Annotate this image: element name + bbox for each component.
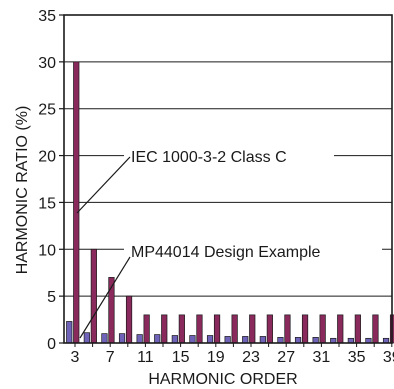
bar-design-example (312, 337, 319, 344)
y-tick-label: 35 (38, 8, 56, 25)
bar-design-example (224, 336, 231, 344)
anno-bg-iec (124, 145, 334, 167)
bar-design-example (136, 334, 143, 344)
y-tick-label: 20 (38, 149, 56, 166)
anno-label-iec: IEC 1000-3-2 Class C (131, 149, 287, 166)
x-tick-label: 15 (172, 349, 190, 366)
y-axis-title: HARMONIC RATIO (%) (14, 106, 31, 275)
anno-leader-iec (76, 156, 131, 214)
bar-design-example (206, 335, 214, 344)
bar-iec-limit (73, 61, 80, 344)
y-tick-label: 0 (47, 336, 56, 353)
y-tick-label: 15 (38, 195, 56, 212)
x-tick-label: 3 (71, 349, 80, 366)
y-tick-label: 5 (47, 289, 56, 306)
x-tick-label: 31 (313, 349, 331, 366)
x-tick-label: 39 (383, 349, 394, 366)
bar-design-example (242, 336, 249, 344)
bar-iec-limit (284, 314, 291, 344)
bar-design-example (189, 335, 196, 344)
bar-iec-limit (125, 295, 133, 344)
bar-iec-limit (231, 314, 238, 344)
bar-iec-limit (249, 314, 256, 344)
bar-iec-limit (178, 314, 185, 344)
bar-design-example (171, 335, 178, 344)
bar-design-example (154, 334, 161, 344)
x-tick-label: 23 (242, 349, 260, 366)
anno-bg-design (124, 240, 382, 262)
plot-border (63, 14, 393, 344)
annotations: IEC 1000-3-2 Class C MP44014 Design Examp… (76, 145, 382, 339)
bar-design-example (83, 332, 90, 344)
y-tick-label: 30 (38, 55, 56, 72)
y-tick-label: 10 (38, 242, 56, 259)
x-axis-title: HARMONIC ORDER (148, 371, 297, 388)
bar-iec-limit (143, 314, 150, 344)
bar-design-example (277, 337, 284, 344)
y-tick-label: 25 (38, 102, 56, 119)
x-axis-ticks: 3 7 11 15 19 23 27 31 35 39 (71, 343, 394, 366)
x-tick-label: 19 (207, 349, 225, 366)
bar-design-example (101, 333, 108, 344)
bar-iec-limit (196, 314, 203, 344)
plot-frame (63, 14, 393, 344)
bar-design-example (259, 336, 266, 344)
anno-leader-design (79, 256, 131, 339)
bar-iec-limit (161, 314, 168, 344)
anno-label-design: MP44014 Design Example (131, 244, 321, 261)
x-tick-label: 7 (106, 349, 115, 366)
bar-iec-limit (337, 314, 344, 344)
grid-lines (64, 61, 392, 297)
bar-design-example (294, 337, 302, 344)
bar-iec-limit (213, 314, 221, 344)
y-axis-ticks: 0 5 10 15 20 25 30 35 (38, 8, 64, 353)
bar-iec-limit (354, 314, 361, 344)
bar-iec-limit (266, 314, 273, 344)
bar-design-example (118, 333, 126, 344)
bar-iec-limit (90, 248, 97, 344)
x-tick-label: 11 (137, 349, 154, 366)
bar-iec-limit (372, 314, 379, 344)
bar-iec-limit (301, 314, 309, 344)
bar-iec-limit (319, 314, 326, 344)
x-tick-label: 27 (277, 349, 295, 366)
x-tick-label: 35 (348, 349, 366, 366)
bar-design-example (66, 321, 73, 344)
